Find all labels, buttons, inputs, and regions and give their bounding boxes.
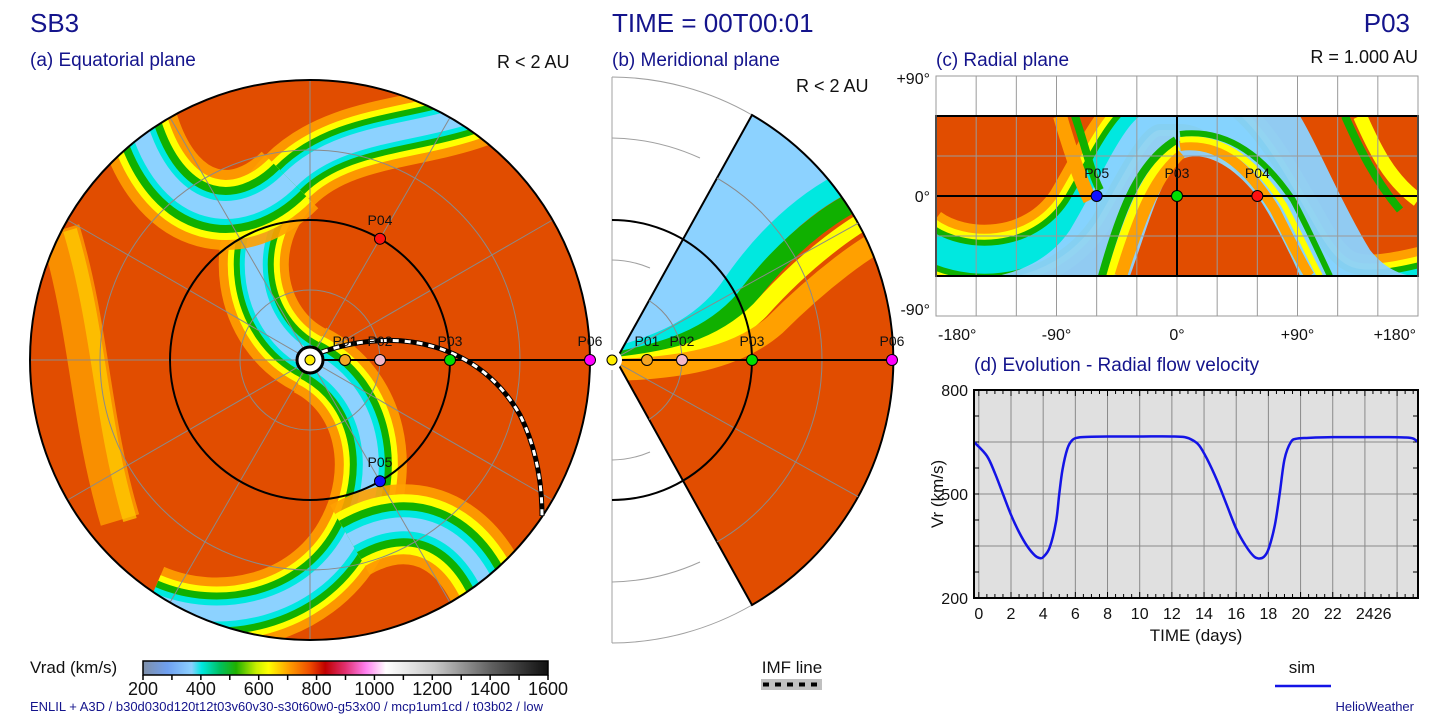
panel-a-range: R < 2 AU: [497, 52, 570, 72]
colorbar-label: Vrad (km/s): [30, 658, 117, 677]
radial-plane-panel: P05 P03 P04: [935, 75, 1419, 317]
chart-x-tick-label: 10: [1131, 606, 1149, 623]
radial-lon-tick-label: +90°: [1281, 327, 1315, 344]
probe-label-b-p03: P03: [740, 333, 765, 349]
run-name: SB3: [30, 8, 80, 38]
radial-lon-tick-label: +180°: [1374, 327, 1416, 344]
radial-lat-tick-label: -90°: [900, 302, 930, 319]
chart-frame: [973, 389, 1419, 599]
chart-x-tick-label: 2426: [1356, 606, 1392, 623]
probe-marker-a-p03: [444, 354, 456, 366]
chart-x-tick-label: 0: [974, 606, 983, 623]
probe-marker-b-p02: [676, 354, 688, 366]
credit-footer: HelioWeather: [1335, 699, 1414, 714]
probe-label-b-p06: P06: [880, 333, 905, 349]
radial-lon-tick-label: 0°: [1169, 327, 1184, 344]
radial-lat-tick-label: +90°: [896, 71, 930, 88]
chart-x-tick-label: 6: [1071, 606, 1080, 623]
evolution-chart: 0 2 4 6 8 10 12 14 16 18 20 22 2426 800 500 200 TIME (…: [928, 383, 1419, 688]
chart-x-tick-label: 20: [1292, 606, 1310, 623]
colorbar-tick-label: 1600: [528, 679, 568, 699]
probe-marker-b-p03: [746, 354, 758, 366]
radial-plane-probes: P05 P03 P04: [1084, 165, 1270, 202]
legend-sim-label: sim: [1289, 658, 1315, 677]
radial-probe-label-p04: P04: [1245, 165, 1270, 181]
panel-c-range: R = 1.000 AU: [1310, 47, 1418, 67]
probe-marker-b-p01: [641, 354, 653, 366]
radial-probe-label-p03: P03: [1165, 165, 1190, 181]
chart-x-axis-label: TIME (days): [1150, 626, 1243, 645]
probe-name: P03: [1363, 8, 1410, 38]
probe-marker-a-p06: [584, 354, 596, 366]
chart-y-tick-label: 500: [941, 487, 968, 504]
colorbar-gradient: [142, 660, 549, 676]
radial-probe-label-p05: P05: [1084, 165, 1109, 181]
chart-x-tick-label: 12: [1163, 606, 1181, 623]
colorbar-tick-label: 400: [186, 679, 216, 699]
probe-label-b-p01: P01: [635, 333, 660, 349]
colorbar-tick-label: 600: [244, 679, 274, 699]
probe-label-a-p03: P03: [438, 333, 463, 349]
probe-label-b-p02: P02: [670, 333, 695, 349]
colorbar-ticks: 200 400 600 800 1000 1200 1400 1600: [128, 675, 568, 699]
panel-b-title: (b) Meridional plane: [612, 50, 780, 71]
colorbar-tick-label: 1400: [470, 679, 510, 699]
radial-probe-marker-p04: [1251, 190, 1264, 202]
probe-markers: P01 P01 P02 P02 P03 P03 P04 P05 P06 P06: [333, 212, 905, 488]
probe-label-a-p04: P04: [368, 212, 393, 228]
radial-probe-marker-p05: [1090, 190, 1103, 202]
chart-x-tick-label: 14: [1195, 606, 1213, 623]
equatorial-plane-panel: [29, 79, 591, 641]
panel-a-title: (a) Equatorial plane: [30, 50, 196, 71]
probe-marker-a-p01: [339, 354, 351, 366]
chart-x-tick-labels: 0 2 4 6 8 10 12 14 16 18 20 22 2426: [974, 606, 1391, 623]
probe-label-a-p05: P05: [368, 454, 393, 470]
radial-lon-tick-label: -180°: [938, 327, 976, 344]
probe-label-a-p02: P02: [368, 333, 393, 349]
chart-x-tick-label: 18: [1259, 606, 1277, 623]
chart-y-tick-labels: 800 500 200: [941, 383, 968, 608]
panel-d-title: (d) Evolution - Radial flow velocity: [974, 355, 1260, 376]
radial-lon-tick-label: -90°: [1042, 327, 1072, 344]
chart-y-tick-label: 200: [941, 591, 968, 608]
chart-y-axis-label: Vr (km/s): [928, 460, 947, 528]
panel-c-title: (c) Radial plane: [936, 50, 1070, 71]
panel-b-range: R < 2 AU: [796, 76, 869, 96]
probe-marker-a-p04: [374, 232, 386, 245]
probe-label-a-p06: P06: [578, 333, 603, 349]
sun-marker: [304, 354, 316, 366]
colorbar-tick-label: 1200: [412, 679, 452, 699]
chart-x-tick-label: 2: [1007, 606, 1016, 623]
chart-y-tick-label: 800: [941, 383, 968, 400]
chart-x-tick-label: 4: [1039, 606, 1048, 623]
radial-plane-axis-labels: +90° 0° -90° -180° -90° 0° +90° +180°: [896, 71, 1416, 344]
imf-legend-label: IMF line: [762, 658, 822, 677]
chart-x-tick-label: 22: [1324, 606, 1342, 623]
chart-x-tick-label: 8: [1103, 606, 1112, 623]
probe-marker-a-p05: [374, 475, 386, 488]
meridional-sun-marker: [606, 354, 618, 366]
colorbar: 200 400 600 800 1000 1200 1400 1600 Vrad (km/s): [30, 658, 568, 699]
probe-marker-a-p02: [374, 354, 386, 366]
colorbar-tick-label: 200: [128, 679, 158, 699]
colorbar-tick-label: 1000: [354, 679, 394, 699]
time-label: TIME = 00T00:01: [612, 8, 814, 38]
probe-marker-b-p06: [886, 354, 898, 366]
sim-series-line: [974, 435, 1418, 560]
colorbar-tick-label: 800: [302, 679, 332, 699]
radial-probe-marker-p03: [1171, 190, 1183, 202]
chart-x-tick-label: 16: [1227, 606, 1245, 623]
probe-label-a-p01: P01: [333, 333, 358, 349]
run-info-footer: ENLIL + A3D / b30d030d120t12t03v60v30-s3…: [30, 699, 544, 714]
radial-lat-tick-label: 0°: [915, 189, 930, 206]
